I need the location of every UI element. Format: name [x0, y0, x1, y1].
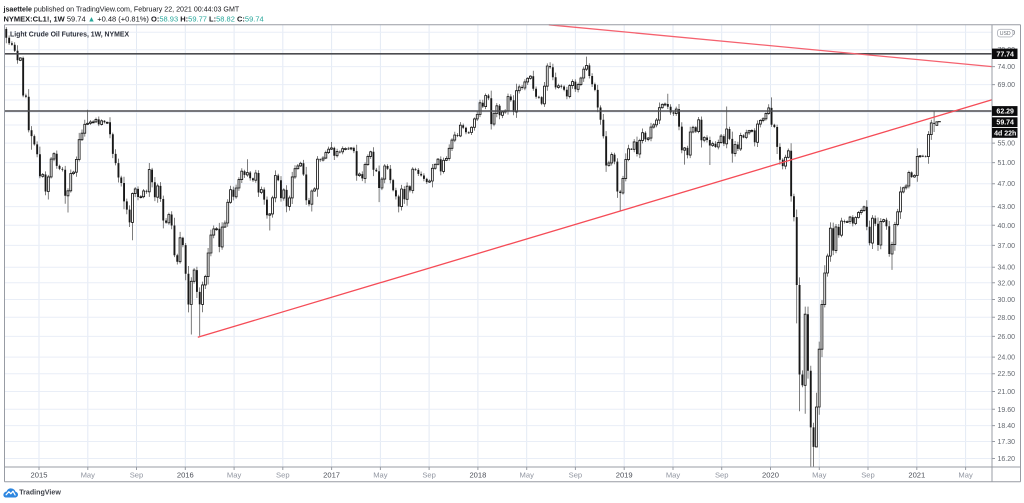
svg-text:18.40: 18.40 [998, 423, 1016, 430]
svg-text:Sep: Sep [715, 471, 729, 480]
svg-text:69.00: 69.00 [998, 82, 1016, 89]
svg-text:37.00: 37.00 [998, 243, 1016, 250]
svg-text:2021: 2021 [908, 471, 925, 480]
svg-text:Sep: Sep [569, 471, 583, 480]
svg-text:28.00: 28.00 [998, 315, 1016, 322]
svg-text:21.00: 21.00 [998, 389, 1016, 396]
svg-text:2020: 2020 [762, 471, 779, 480]
svg-text:19.60: 19.60 [998, 407, 1016, 414]
svg-text:May: May [958, 471, 973, 480]
svg-text:USD: USD [1000, 31, 1011, 37]
svg-text:62.29: 62.29 [996, 109, 1014, 116]
svg-text:55.00: 55.00 [998, 141, 1016, 148]
svg-text:NYMEX:CL1!, 1W 59.74 ▲ +0.48 (: NYMEX:CL1!, 1W 59.74 ▲ +0.48 (+0.81%) O:… [4, 15, 264, 24]
svg-text:2019: 2019 [616, 471, 633, 480]
svg-text:24.00: 24.00 [998, 355, 1016, 362]
svg-text:16.20: 16.20 [998, 456, 1016, 463]
svg-text:40.00: 40.00 [998, 223, 1016, 230]
svg-text:34.00: 34.00 [998, 265, 1016, 272]
svg-text:TradingView: TradingView [19, 489, 61, 497]
svg-text:May: May [666, 471, 681, 480]
svg-text:74.00: 74.00 [998, 64, 1016, 71]
svg-text:59.74: 59.74 [996, 120, 1014, 127]
svg-text:2015: 2015 [31, 471, 48, 480]
svg-text:43.00: 43.00 [998, 204, 1016, 211]
svg-text:May: May [81, 471, 96, 480]
svg-text:Light Crude Oil Futures, 1W, N: Light Crude Oil Futures, 1W, NYMEX [10, 32, 129, 39]
svg-text:May: May [373, 471, 388, 480]
svg-text:May: May [227, 471, 242, 480]
svg-text:2016: 2016 [177, 471, 194, 480]
svg-text:Sep: Sep [422, 471, 436, 480]
svg-text:Sep: Sep [861, 471, 875, 480]
svg-text:May: May [812, 471, 827, 480]
svg-text:32.00: 32.00 [998, 280, 1016, 287]
svg-text:51.00: 51.00 [998, 160, 1016, 167]
svg-text:4d 22h: 4d 22h [994, 130, 1016, 137]
svg-text:26.00: 26.00 [998, 334, 1016, 341]
svg-text:May: May [520, 471, 535, 480]
svg-text:2018: 2018 [469, 471, 486, 480]
svg-text:jsaettele published on Trading: jsaettele published on TradingView.com, … [3, 5, 240, 13]
svg-text:Sep: Sep [276, 471, 290, 480]
svg-text:77.74: 77.74 [996, 51, 1014, 58]
svg-text:30.00: 30.00 [998, 297, 1016, 304]
svg-text:22.50: 22.50 [998, 371, 1016, 378]
svg-text:Sep: Sep [130, 471, 144, 480]
svg-text:17.30: 17.30 [998, 439, 1016, 446]
svg-text:47.00: 47.00 [998, 181, 1016, 188]
svg-text:2017: 2017 [323, 471, 340, 480]
